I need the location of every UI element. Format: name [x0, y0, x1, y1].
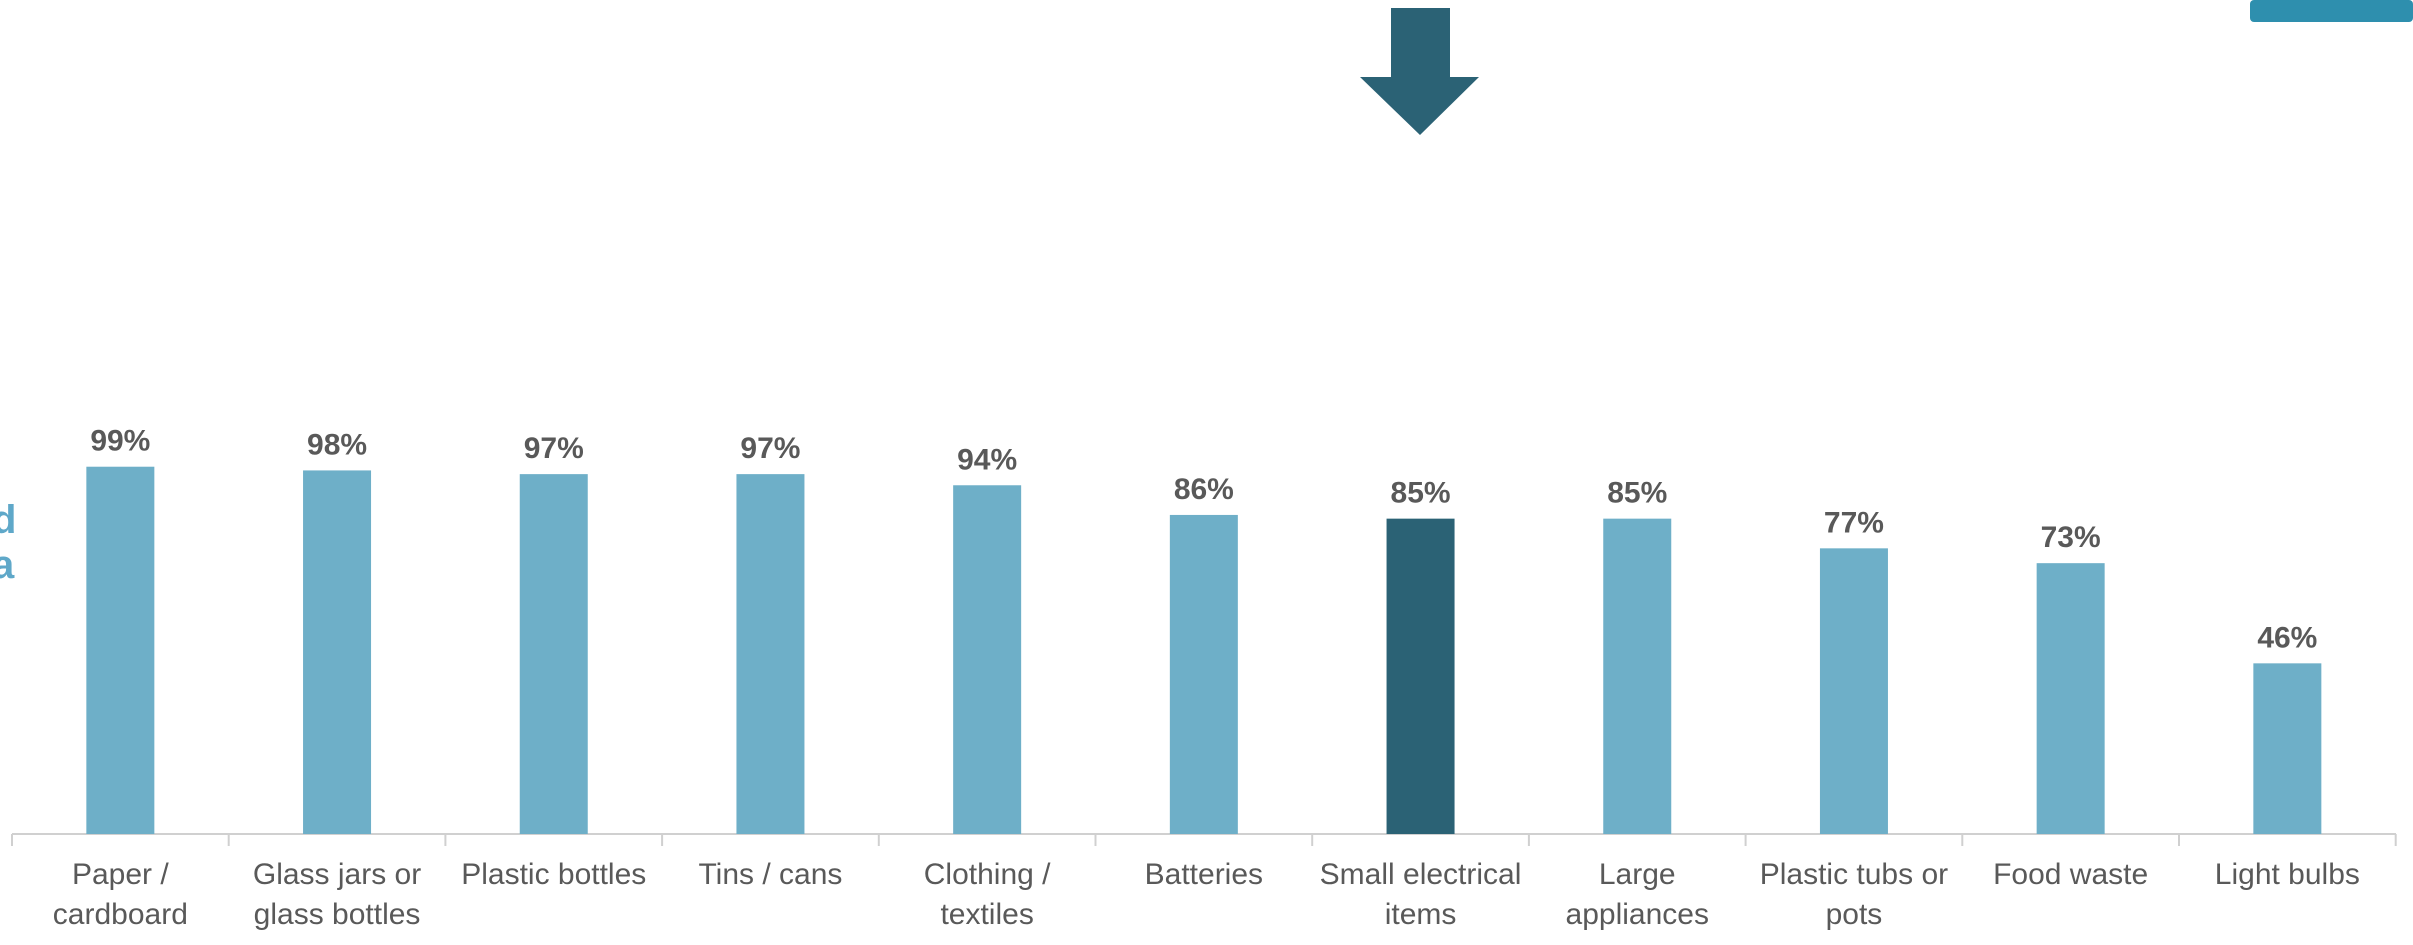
bar: [1170, 515, 1238, 834]
value-label: 86%: [1174, 473, 1234, 506]
page: da 99% 98% 97% 97% 94% 86% 85% 85% 77% 73% 46% Pape…: [0, 0, 2413, 945]
bar: [86, 467, 154, 834]
x-tick-label: Plastic bottles: [446, 855, 662, 895]
x-tick-label: Glass jars or glass bottles: [229, 855, 445, 935]
bar: [1603, 519, 1671, 834]
x-tick-label: Small electrical items: [1313, 855, 1529, 935]
value-label: 99%: [90, 425, 150, 458]
value-label: 97%: [740, 432, 800, 465]
bar: [953, 485, 1021, 834]
value-label: 97%: [524, 432, 584, 465]
x-tick-label: Large appliances: [1529, 855, 1745, 935]
value-label: 85%: [1391, 477, 1451, 510]
x-tick-label: Light bulbs: [2179, 855, 2395, 895]
corner-button[interactable]: [2250, 0, 2413, 22]
x-tick-label: Plastic tubs or pots: [1746, 855, 1962, 935]
value-label: 94%: [957, 443, 1017, 476]
value-label: 46%: [2257, 621, 2317, 654]
chart: da 99% 98% 97% 97% 94% 86% 85% 85% 77% 73% 46%: [0, 0, 2413, 945]
x-tick-label: Clothing / textiles: [879, 855, 1095, 935]
arrow: [1360, 8, 1479, 135]
bar: [2037, 563, 2105, 834]
value-label: 73%: [2041, 521, 2101, 554]
bar: [1387, 519, 1455, 834]
value-label: 77%: [1824, 506, 1884, 539]
bar: [1820, 548, 1888, 834]
x-tick-label: Batteries: [1096, 855, 1312, 895]
x-tick-label: Tins / cans: [662, 855, 878, 895]
x-tick-label: Paper / cardboard: [12, 855, 228, 935]
bar: [520, 474, 588, 834]
value-label: 85%: [1607, 477, 1667, 510]
bar: [303, 470, 371, 834]
value-label: 98%: [307, 428, 367, 461]
left-text-fragment: d: [0, 498, 16, 542]
left-text-fragment: a: [0, 543, 15, 587]
bar: [2253, 663, 2321, 834]
x-tick-label: Food waste: [1963, 855, 2179, 895]
bar: [736, 474, 804, 834]
